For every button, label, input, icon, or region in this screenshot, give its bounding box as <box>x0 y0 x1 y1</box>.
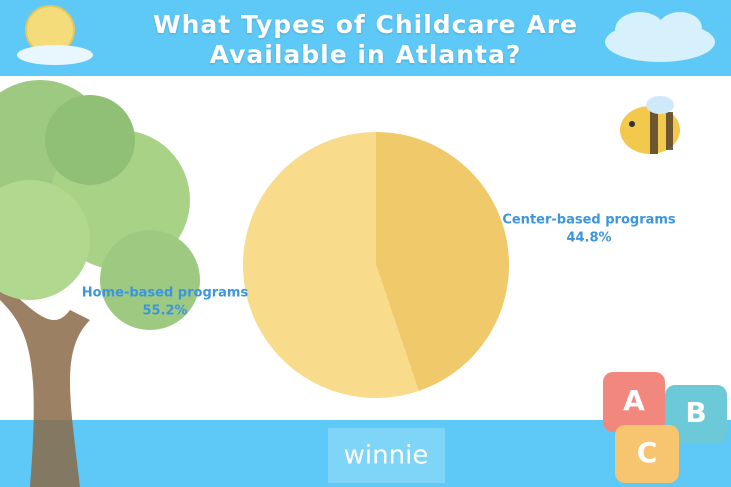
block-letter: C <box>637 436 658 469</box>
bee <box>620 96 680 154</box>
sun <box>17 5 93 65</box>
block-letter: A <box>623 384 645 417</box>
slice-value-label: 55.2% <box>142 304 187 319</box>
pie: Center-based programs 44.8% Home-based pro… <box>82 132 676 398</box>
cloud <box>605 12 715 62</box>
pie-slice <box>376 132 510 391</box>
slice-value-label: 44.8% <box>566 231 611 246</box>
logo-box <box>328 428 445 483</box>
brand-logo: winnie <box>344 441 429 471</box>
slice-label: Home-based programs <box>82 286 249 301</box>
chart-title: What Types of Childcare Are Available in… <box>153 10 578 69</box>
slice-label: Center-based programs <box>502 213 676 228</box>
letter-blocks: A BC <box>603 372 727 483</box>
pie-slice <box>243 132 419 398</box>
tree <box>0 80 200 487</box>
block-letter: B <box>685 396 706 429</box>
